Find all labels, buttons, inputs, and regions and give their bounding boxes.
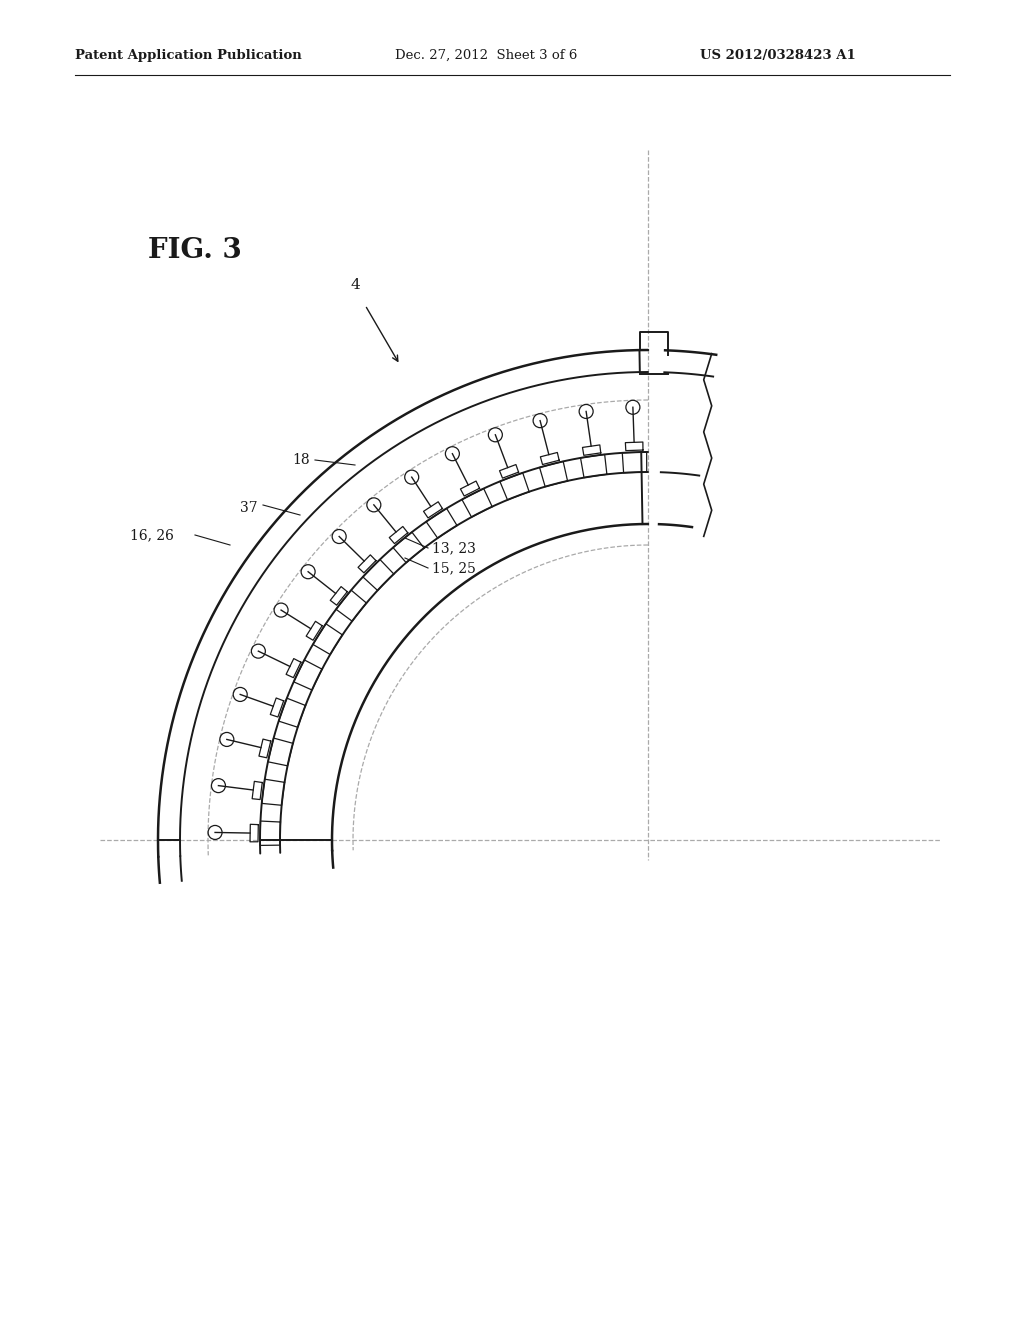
Text: 15, 25: 15, 25 [432,561,476,576]
Text: 18: 18 [293,453,310,467]
Text: US 2012/0328423 A1: US 2012/0328423 A1 [700,49,856,62]
Text: Patent Application Publication: Patent Application Publication [75,49,302,62]
Text: 37: 37 [241,502,258,515]
Text: FIG. 3: FIG. 3 [148,236,242,264]
Text: 16, 26: 16, 26 [130,528,174,543]
Text: 13, 23: 13, 23 [432,541,476,554]
Text: Dec. 27, 2012  Sheet 3 of 6: Dec. 27, 2012 Sheet 3 of 6 [395,49,578,62]
Text: 4: 4 [350,279,359,292]
